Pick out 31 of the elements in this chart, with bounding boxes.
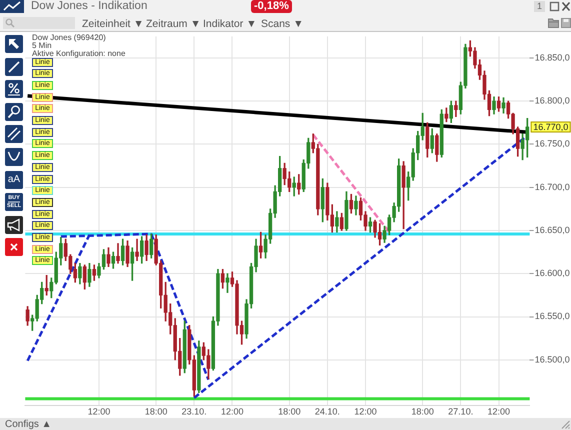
text: -0,18% (251, 0, 292, 13)
y-tick-label: 16.550,0 (534, 311, 570, 322)
chart-title: Dow Jones - Indikation (31, 0, 148, 13)
text: Zeitraum ▼ (146, 18, 201, 30)
x-tick-label: 18:00 (144, 406, 168, 416)
y-tick-label: 16.800,0 (534, 96, 570, 106)
text: Indikator ▼ (203, 18, 257, 30)
x-tick-label: 12:00 (354, 406, 377, 416)
y-tick-label: 16.850,0 (534, 52, 570, 62)
text: aA (7, 174, 21, 186)
x-tick-label: 12:00 (88, 406, 110, 416)
y-tick-label: 16.700,0 (534, 182, 570, 192)
text: Configs ▲ (5, 419, 52, 430)
y-tick-label: 16.750,0 (534, 138, 570, 149)
text: 16.770,0 (533, 122, 568, 132)
text: 1 (534, 1, 545, 12)
x-tick-label: 27.10. (448, 406, 474, 416)
y-tick-label: 16.650,0 (534, 224, 570, 235)
x-tick-label: 24.10. (314, 406, 340, 416)
x-tick-label: 23.10. (182, 406, 207, 416)
y-tick-label: 16.600,0 (534, 268, 570, 278)
x-tick-label: 18:00 (411, 406, 434, 416)
annotation: Aktive Konfiguration: none (32, 48, 126, 58)
annotation: Dow Jones (969420) (32, 32, 106, 42)
text: Scans ▼ (261, 18, 304, 30)
x-tick-label: 12:00 (488, 406, 510, 416)
text: Zeiteinheit ▼ (82, 18, 144, 30)
x-tick-label: 12:00 (220, 406, 244, 416)
annotation: 5 Min (32, 40, 52, 50)
y-tick-label: 16.500,0 (534, 354, 570, 364)
x-tick-label: 18:00 (278, 406, 301, 416)
